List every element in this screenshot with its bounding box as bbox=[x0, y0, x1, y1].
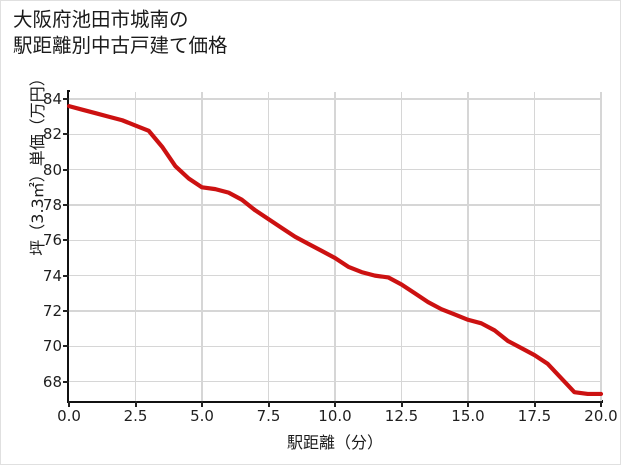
x-axis-tick-labels: 0.0 2.5 5.0 7.5 10.0 12.5 15.0 17.5 20.0 bbox=[57, 407, 618, 429]
y-tick-mark bbox=[63, 274, 69, 277]
page-title: 大阪府池田市城南の 駅距離別中古戸建て価格 bbox=[13, 8, 228, 58]
y-tick-label: 76 bbox=[42, 231, 62, 250]
gridline-vertical bbox=[134, 92, 137, 401]
y-axis-spine bbox=[67, 90, 70, 403]
plot-area bbox=[63, 92, 604, 407]
x-tick-label: 17.5 bbox=[517, 407, 552, 425]
x-tick-label: 10.0 bbox=[318, 407, 352, 425]
y-tick-mark bbox=[63, 133, 69, 136]
y-tick-label: 82 bbox=[42, 125, 62, 144]
price-line-series bbox=[66, 104, 604, 397]
y-tick-label: 70 bbox=[42, 337, 62, 356]
y-tick-label: 78 bbox=[42, 196, 62, 214]
y-tick-mark bbox=[63, 168, 69, 171]
gridline-vertical bbox=[334, 92, 336, 401]
y-tick-label: 74 bbox=[42, 266, 62, 285]
y-tick-label: 84 bbox=[42, 90, 62, 109]
gridline-vertical bbox=[201, 92, 203, 401]
gridline-vertical bbox=[267, 92, 270, 401]
x-tick-label: 15.0 bbox=[451, 407, 485, 425]
x-tick-mark bbox=[400, 401, 403, 407]
y-tick-mark bbox=[63, 98, 69, 101]
x-tick-mark bbox=[334, 401, 336, 407]
x-tick-label: 7.5 bbox=[256, 407, 281, 425]
gridline-vertical bbox=[600, 92, 602, 401]
y-tick-label: 68 bbox=[42, 372, 62, 391]
x-tick-mark bbox=[68, 401, 70, 407]
x-axis-label: 駅距離（分） bbox=[286, 433, 383, 452]
y-axis-tick-labels: 68 70 72 74 76 78 80 82 84 bbox=[21, 90, 62, 401]
x-tick-mark bbox=[201, 401, 203, 407]
x-tick-label: 2.5 bbox=[123, 407, 148, 425]
y-tick-label: 80 bbox=[42, 160, 62, 179]
x-tick-mark bbox=[134, 401, 137, 407]
gridline-vertical bbox=[467, 92, 469, 401]
x-tick-mark bbox=[533, 401, 536, 407]
y-tick-label: 72 bbox=[42, 301, 62, 320]
x-tick-label: 12.5 bbox=[384, 407, 419, 425]
x-tick-label: 5.0 bbox=[190, 407, 214, 425]
gridline-vertical bbox=[533, 92, 536, 401]
line-series-svg bbox=[66, 104, 604, 397]
y-tick-mark bbox=[63, 204, 69, 206]
x-tick-mark bbox=[600, 401, 602, 407]
x-tick-label: 0.0 bbox=[57, 407, 81, 425]
y-tick-mark bbox=[63, 239, 69, 242]
y-tick-mark bbox=[63, 345, 69, 348]
y-tick-mark bbox=[63, 380, 69, 383]
gridline-vertical bbox=[400, 92, 403, 401]
x-tick-mark bbox=[267, 401, 270, 407]
y-tick-mark bbox=[63, 309, 69, 312]
x-tick-mark bbox=[467, 401, 469, 407]
x-tick-label: 20.0 bbox=[584, 407, 618, 425]
